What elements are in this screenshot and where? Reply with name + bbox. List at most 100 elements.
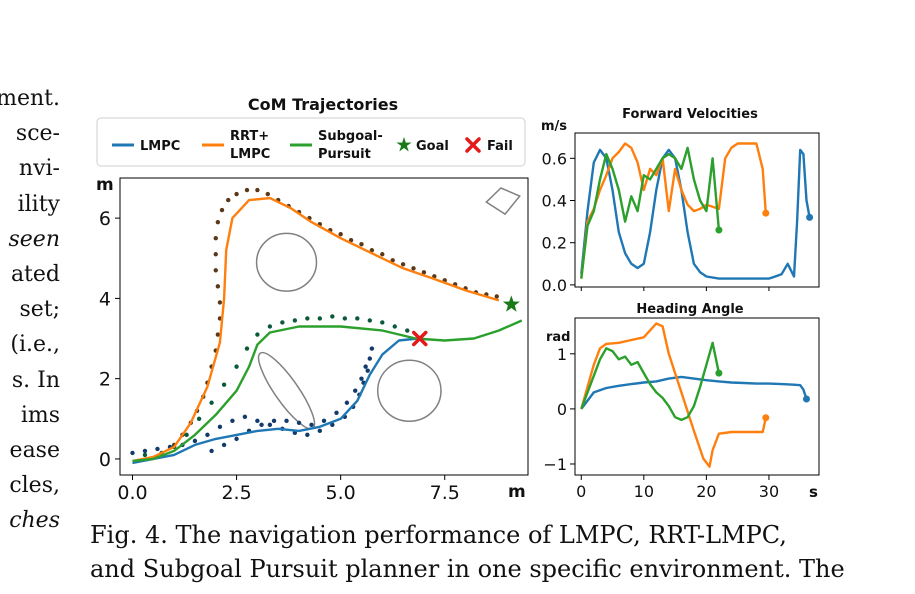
waypoint-dot	[365, 368, 370, 373]
legend-label-goal: Goal	[416, 139, 449, 154]
y-axis-unit: m	[96, 175, 114, 195]
waypoint-dot	[230, 418, 235, 424]
series-end-point	[762, 414, 770, 422]
y-tick-label: 1	[557, 345, 567, 364]
side-text-line: sce-	[15, 121, 60, 147]
y-tick-label: 4	[99, 288, 111, 310]
series-line-2	[580, 146, 721, 279]
series-line-1	[132, 196, 500, 463]
side-text-line: ment.	[0, 86, 60, 111]
waypoint-dot	[284, 418, 289, 424]
x-tick-label: 7.5	[430, 482, 460, 504]
waypoint-dot	[242, 414, 248, 420]
waypoint-dot	[321, 418, 327, 424]
circular-obstacle	[376, 359, 442, 422]
fail-x-marker	[412, 330, 428, 347]
series-line-0	[580, 375, 808, 410]
left-column-text: ment. sce-nvi-ility seen ated set; (i.e., s. I…	[0, 0, 60, 594]
waypoint-dot	[359, 242, 364, 247]
waypoint-dot	[244, 187, 250, 193]
waypoint-dot	[209, 448, 214, 454]
waypoint-dot	[353, 388, 358, 393]
waypoint-dot	[234, 364, 239, 369]
waypoint-dot	[196, 416, 202, 422]
series-line-0	[132, 337, 418, 465]
waypoint-dot	[305, 432, 310, 438]
waypoint-dot	[192, 438, 198, 444]
waypoint-dot	[390, 258, 395, 263]
y-tick-label: 0.4	[542, 192, 567, 211]
y-axis-unit: rad	[546, 330, 571, 345]
figure-caption: Fig. 4. The navigation performance of LM…	[90, 518, 910, 586]
y-axis-unit: m/s	[541, 119, 567, 134]
series-end-point	[715, 369, 723, 377]
side-text-line: (i.e.,	[10, 332, 60, 358]
side-text-line: nvi-	[18, 156, 60, 182]
y-tick-label: 0	[557, 400, 567, 419]
caption-line-2: and Subgoal Pursuit planner in one speci…	[90, 555, 845, 583]
x-tick-label: 20	[696, 482, 716, 501]
y-tick-label: 0.6	[542, 149, 567, 168]
legend-label-fail: Fail	[487, 139, 513, 154]
x-tick-label: 10	[634, 482, 654, 501]
waypoint-dot	[267, 422, 273, 428]
caption-line-1: Fig. 4. The navigation performance of LM…	[90, 521, 787, 549]
goal-star-marker	[502, 295, 520, 312]
legend-label-lmpc: LMPC	[140, 139, 180, 154]
waypoint-dot	[142, 452, 148, 458]
y-tick-label: −1	[543, 455, 567, 474]
figure: CoM Trajectories 0.0 2.5 5.0 7.5 0 2 4 6 m m Forwa…	[96, 95, 820, 504]
legend-box	[96, 117, 526, 167]
waypoint-dot	[292, 318, 298, 323]
waypoint-dot	[142, 448, 148, 454]
waypoint-dot	[155, 446, 160, 452]
waypoint-dot	[215, 219, 221, 225]
series-line-0	[580, 148, 811, 280]
waypoint-dot	[215, 332, 221, 337]
waypoint-dot	[309, 422, 314, 428]
com-trajectories-plot: CoM Trajectories 0.0 2.5 5.0 7.5 0 2 4 6 m m	[96, 95, 529, 504]
waypoint-dot	[209, 400, 214, 405]
series-end-point	[762, 209, 770, 217]
waypoint-dot	[494, 294, 499, 299]
waypoint-dot	[392, 324, 397, 329]
side-text-line: ated	[10, 262, 60, 287]
waypoint-dot	[265, 191, 270, 197]
series-end-point	[806, 213, 814, 221]
waypoint-dot	[359, 376, 364, 381]
waypoint-dot	[259, 422, 264, 428]
x-axis-unit: m	[508, 482, 526, 502]
series-line-2	[132, 319, 523, 463]
waypoint-dot	[296, 420, 302, 426]
waypoint-dot	[234, 436, 239, 442]
waypoint-dot	[421, 270, 427, 275]
y-tick-label: 0.2	[542, 234, 567, 253]
waypoint-dot	[363, 364, 368, 369]
waypoint-dot	[367, 318, 372, 323]
y-tick-label: 0.0	[542, 276, 567, 295]
legend-label-subgoal-2: Pursuit	[318, 147, 371, 162]
side-text-line: ims	[20, 402, 60, 428]
waypoint-dot	[348, 238, 354, 243]
plot-title: Heading Angle	[636, 302, 743, 317]
side-text-line: seen	[8, 226, 61, 252]
side-text-line: ility	[17, 191, 60, 217]
waypoint-dot	[255, 187, 260, 193]
waypoint-dot	[400, 262, 406, 267]
waypoint-dot	[217, 424, 223, 430]
waypoint-dot	[234, 191, 239, 197]
plot-frame	[574, 317, 820, 476]
legend-label-rrt-2: LMPC	[230, 147, 270, 162]
waypoint-dot	[217, 300, 223, 305]
side-text-line: cles,	[9, 473, 60, 499]
waypoint-dot	[226, 197, 231, 203]
waypoint-dot	[334, 410, 339, 415]
waypoint-dot	[411, 266, 416, 271]
x-tick-label: 30	[759, 482, 779, 501]
waypoint-dot	[213, 268, 218, 273]
series-end-point	[802, 395, 810, 403]
plot-frame	[574, 132, 820, 288]
waypoint-dot	[355, 316, 360, 321]
waypoint-dot	[330, 422, 335, 428]
